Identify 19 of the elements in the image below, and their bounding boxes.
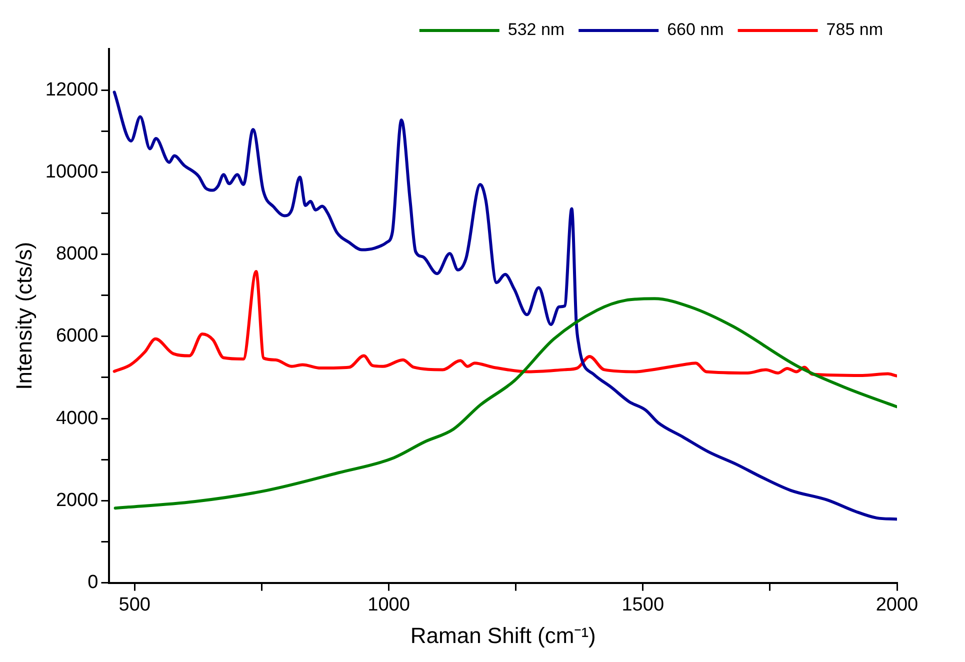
- y-tick-label: 8000: [56, 244, 98, 265]
- line-series: [112, 270, 897, 378]
- line-series: [114, 297, 897, 510]
- y-axis-title: Intensity (cts/s): [11, 242, 36, 390]
- y-tick-label: 6000: [56, 326, 98, 347]
- y-tick-label: 12000: [45, 79, 98, 100]
- legend-label: 785 nm: [826, 20, 883, 40]
- legend-label: 532 nm: [508, 20, 565, 40]
- y-tick-label: 4000: [56, 408, 98, 429]
- x-tick-label: 500: [118, 594, 150, 616]
- y-tick-label: 10000: [45, 161, 98, 182]
- legend-label: 660 nm: [667, 20, 724, 40]
- y-tick-label: 2000: [56, 490, 98, 511]
- x-tick-label: 1500: [622, 594, 664, 616]
- x-axis-title: Raman Shift (cm⁻¹): [410, 622, 596, 648]
- y-tick-label: 0: [88, 572, 98, 594]
- x-tick-label: 2000: [876, 594, 918, 616]
- line-series: [112, 90, 897, 521]
- x-tick-label: 1000: [368, 594, 410, 616]
